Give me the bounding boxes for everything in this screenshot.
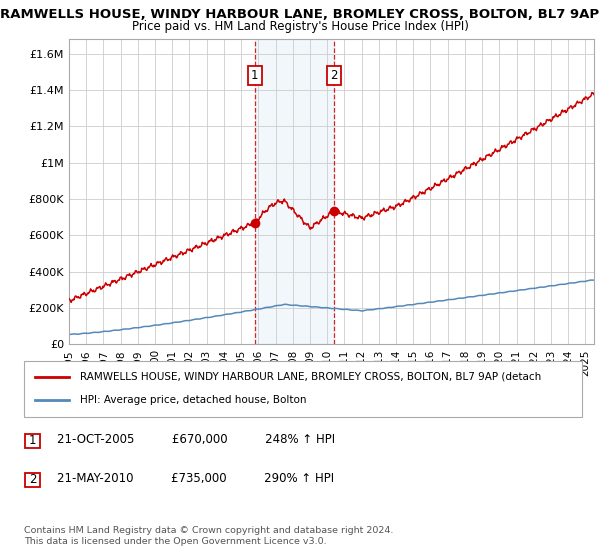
Bar: [255, 39, 334, 344]
Text: 1: 1: [251, 69, 259, 82]
Text: 2: 2: [331, 69, 338, 82]
FancyBboxPatch shape: [24, 361, 582, 417]
Text: 1: 1: [29, 434, 36, 447]
FancyBboxPatch shape: [25, 473, 40, 487]
Text: RAMWELLS HOUSE, WINDY HARBOUR LANE, BROMLEY CROSS, BOLTON, BL7 9AP (detach: RAMWELLS HOUSE, WINDY HARBOUR LANE, BROM…: [80, 372, 541, 382]
Text: Price paid vs. HM Land Registry's House Price Index (HPI): Price paid vs. HM Land Registry's House …: [131, 20, 469, 32]
Text: 2: 2: [29, 473, 36, 487]
Text: RAMWELLS HOUSE, WINDY HARBOUR LANE, BROMLEY CROSS, BOLTON, BL7 9AP: RAMWELLS HOUSE, WINDY HARBOUR LANE, BROM…: [1, 8, 599, 21]
Text: 21-MAY-2010          £735,000          290% ↑ HPI: 21-MAY-2010 £735,000 290% ↑ HPI: [57, 472, 334, 486]
FancyBboxPatch shape: [25, 433, 40, 448]
Text: HPI: Average price, detached house, Bolton: HPI: Average price, detached house, Bolt…: [80, 395, 307, 405]
Text: 21-OCT-2005          £670,000          248% ↑ HPI: 21-OCT-2005 £670,000 248% ↑ HPI: [57, 433, 335, 446]
Text: Contains HM Land Registry data © Crown copyright and database right 2024.
This d: Contains HM Land Registry data © Crown c…: [24, 526, 394, 546]
